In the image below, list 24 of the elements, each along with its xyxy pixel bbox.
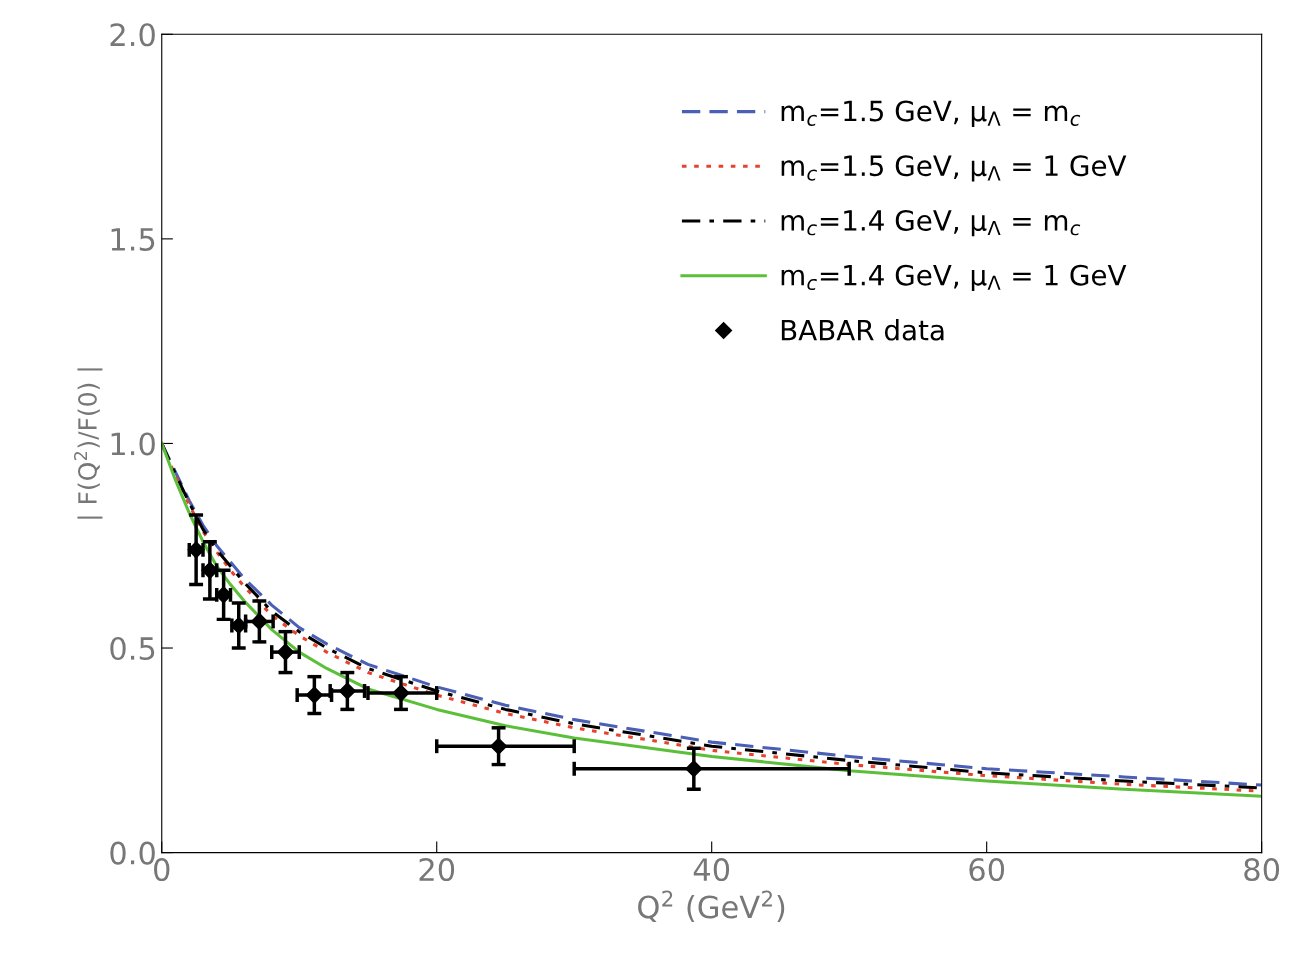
y-axis-title: | F(Q$^{2}$)/F(0) | xyxy=(73,368,103,519)
y-tick-label: 2.0 xyxy=(110,23,155,47)
x-tick-label: 20 xyxy=(419,858,455,882)
legend-label: m$_{c}$=1.4 GeV, μ$_{Λ}$ = m$_{c}$ xyxy=(781,209,1081,237)
legend-label: m$_{c}$=1.5 GeV, μ$_{Λ}$ = m$_{c}$ xyxy=(781,100,1081,127)
y-tick-label: 1.5 xyxy=(111,228,155,251)
point xyxy=(305,686,323,704)
legend-label: m$_{c}$=1.4 GeV, μ$_{Λ}$ = 1 GeV xyxy=(781,264,1127,292)
point xyxy=(250,612,268,630)
point xyxy=(338,682,356,700)
x-tick-label: 80 xyxy=(1244,858,1280,882)
x-tick-label: 60 xyxy=(969,858,1005,882)
y-tick-label: 0.0 xyxy=(110,841,155,865)
x-tick-label: 40 xyxy=(693,858,730,882)
point xyxy=(490,737,508,755)
point xyxy=(392,684,410,702)
legend-label: m$_{c}$=1.5 GeV, μ$_{Λ}$ = 1 GeV xyxy=(781,155,1127,182)
x-axis-title: Q$^{2}$ (GeV$^{2}$) xyxy=(638,890,785,923)
y-tick-label: 0.5 xyxy=(110,636,155,661)
point xyxy=(276,643,295,661)
point xyxy=(685,760,703,778)
legend-label: BABAR data xyxy=(781,319,944,341)
y-tick-label: 1.0 xyxy=(111,432,155,456)
x-tick-label: 0 xyxy=(154,858,170,882)
